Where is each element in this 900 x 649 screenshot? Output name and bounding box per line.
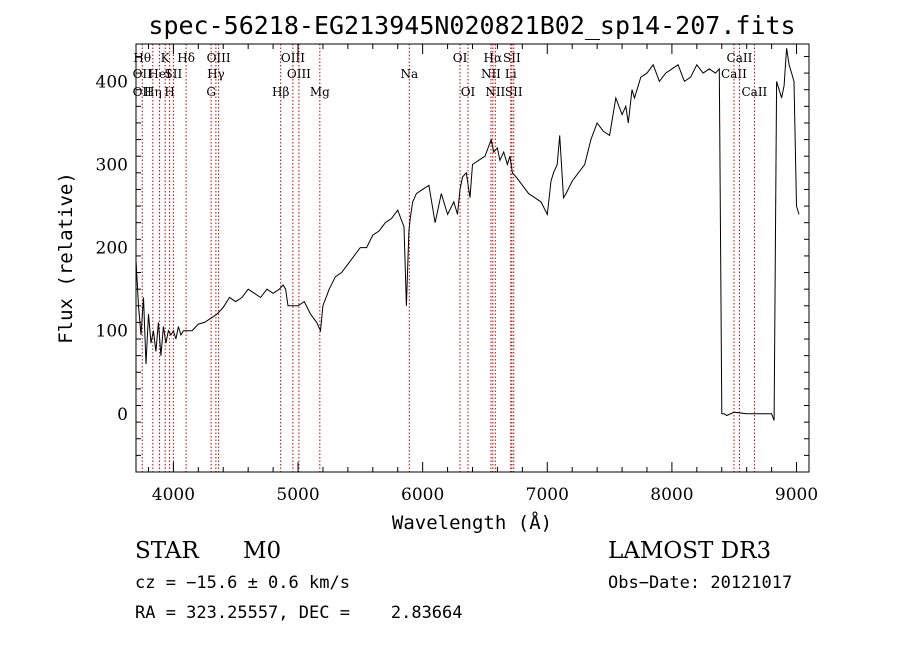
x-tick-label: 7000 (526, 485, 569, 505)
marker-label: Na (400, 67, 418, 81)
marker-label: NII (481, 67, 501, 81)
marker-label: NII (485, 85, 505, 99)
marker-label: Hη (144, 85, 162, 99)
marker-label: Li (505, 67, 517, 81)
y-tick-label: 300 (96, 156, 128, 176)
marker-label: Hβ (272, 85, 289, 99)
marker-label: OI (461, 85, 476, 99)
object-class: STAR (135, 538, 199, 564)
x-axis: 4000 5000 6000 7000 8000 9000 (147, 44, 818, 505)
marker-label: SII (503, 51, 521, 65)
y-axis: 0 100 200 300 400 (96, 55, 809, 456)
marker-label: CaII (721, 67, 747, 81)
marker-label: H (164, 85, 174, 99)
marker-label: CaII (727, 51, 753, 65)
survey-label: LAMOST DR3 (608, 538, 772, 564)
marker-label: G (206, 85, 216, 99)
marker-label: OI (453, 51, 468, 65)
redshift-velocity: cz = −15.6 ± 0.6 km/s (135, 573, 350, 593)
x-tick-label: 8000 (650, 485, 693, 505)
marker-label: CaII (741, 85, 767, 99)
y-tick-label: 100 (96, 322, 128, 342)
chart-title: spec-56218-EG213945N020821B02_sp14-207.f… (148, 11, 795, 40)
y-tick-label: 200 (96, 239, 128, 259)
marker-label: Hα (484, 51, 503, 65)
marker-label: OIII (281, 51, 305, 65)
marker-label: Hγ (207, 67, 225, 81)
marker-label: OII (133, 67, 153, 81)
marker-label: HeI (148, 67, 171, 81)
marker-label: SII (165, 67, 183, 81)
x-tick-label: 6000 (401, 485, 444, 505)
marker-label: OII (133, 85, 153, 99)
x-tick-label: 9000 (775, 485, 818, 505)
plot-frame (135, 43, 810, 473)
marker-label: OIII (207, 51, 231, 65)
marker-label: Hθ (133, 51, 151, 65)
ra-dec-coordinates: RA = 323.25557, DEC = 2.83664 (135, 603, 463, 623)
y-tick-label: 0 (117, 405, 128, 425)
y-tick-label: 400 (96, 72, 128, 92)
spectral-line-markers: HθOIIOIIHηHeIKHSIIHδGHγOIIIHβOIIIOIIIMgN… (133, 44, 768, 472)
spectrum-line (135, 48, 800, 421)
x-axis-label: Wavelength (Å) (392, 511, 552, 534)
x-tick-label: 5000 (276, 485, 319, 505)
observation-date: Obs−Date: 20121017 (608, 573, 793, 593)
x-tick-label: 4000 (152, 485, 195, 505)
marker-label: OIII (287, 67, 311, 81)
marker-label: SII (505, 85, 523, 99)
y-axis-label: Flux (relative) (55, 172, 77, 344)
marker-label: Hδ (177, 51, 195, 65)
marker-label: K (161, 51, 171, 65)
object-subclass: M0 (243, 538, 282, 564)
marker-label: Mg (310, 85, 330, 99)
